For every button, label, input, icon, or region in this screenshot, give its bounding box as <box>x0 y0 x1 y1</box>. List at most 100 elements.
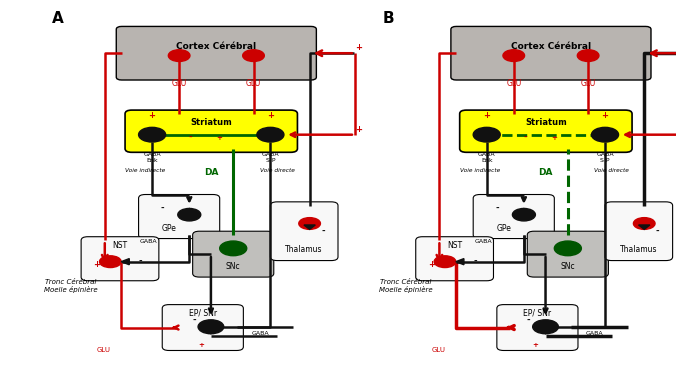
Text: -: - <box>160 204 164 213</box>
FancyBboxPatch shape <box>116 26 316 80</box>
Circle shape <box>168 50 190 62</box>
Text: Thalamus: Thalamus <box>285 245 323 254</box>
Text: Striatum: Striatum <box>191 118 232 127</box>
Circle shape <box>198 320 224 334</box>
Text: +: + <box>216 135 222 141</box>
Text: Striatum: Striatum <box>525 118 566 127</box>
Circle shape <box>554 241 581 256</box>
Polygon shape <box>639 225 650 229</box>
Text: NST: NST <box>447 241 462 250</box>
Text: DA: DA <box>539 168 553 177</box>
Text: SNc: SNc <box>560 262 575 271</box>
Text: GLU: GLU <box>246 79 261 88</box>
Text: Thalamus: Thalamus <box>620 245 658 254</box>
Text: +: + <box>355 43 362 52</box>
Circle shape <box>473 127 500 142</box>
Text: Tronc Cérébral
Moelle épinière: Tronc Cérébral Moelle épinière <box>379 279 433 293</box>
Text: Voie directe: Voie directe <box>594 168 629 173</box>
Text: GABA
S P: GABA S P <box>596 152 614 163</box>
Text: -: - <box>321 227 325 236</box>
Text: GLU: GLU <box>431 348 445 353</box>
Text: Tronc Cérébral
Moelle épinière: Tronc Cérébral Moelle épinière <box>44 279 98 293</box>
Text: GLU: GLU <box>581 79 596 88</box>
Circle shape <box>577 50 599 62</box>
FancyBboxPatch shape <box>81 237 159 281</box>
Text: A: A <box>51 11 64 26</box>
Text: GABA
Enk: GABA Enk <box>143 152 161 163</box>
Circle shape <box>592 127 619 142</box>
Text: +: + <box>602 111 608 120</box>
Text: Cortex Cérébral: Cortex Cérébral <box>176 41 256 51</box>
Text: GLU: GLU <box>506 79 521 88</box>
Text: GABA
S P: GABA S P <box>262 152 279 163</box>
FancyBboxPatch shape <box>605 202 673 261</box>
Polygon shape <box>206 329 216 334</box>
Text: GPe: GPe <box>496 224 511 233</box>
Text: GABA: GABA <box>251 331 269 336</box>
Text: Voie directe: Voie directe <box>260 168 295 173</box>
Text: +: + <box>267 111 274 120</box>
Circle shape <box>633 218 655 229</box>
FancyBboxPatch shape <box>193 231 274 277</box>
Text: NST: NST <box>112 241 128 250</box>
Text: +: + <box>355 125 362 134</box>
Circle shape <box>220 241 247 256</box>
FancyBboxPatch shape <box>460 110 632 152</box>
FancyBboxPatch shape <box>139 195 220 239</box>
Circle shape <box>512 208 535 221</box>
FancyBboxPatch shape <box>125 110 297 152</box>
FancyBboxPatch shape <box>497 305 578 350</box>
Text: +: + <box>149 111 155 120</box>
Circle shape <box>533 320 558 334</box>
FancyBboxPatch shape <box>162 305 243 350</box>
Text: Voie indirecte: Voie indirecte <box>125 168 166 173</box>
Polygon shape <box>456 259 464 265</box>
Text: SNc: SNc <box>226 262 241 271</box>
Text: EP/ SNr: EP/ SNr <box>523 309 552 318</box>
Circle shape <box>243 50 264 62</box>
Text: B: B <box>383 11 395 26</box>
Text: -: - <box>192 316 196 325</box>
Text: GABA: GABA <box>475 239 492 244</box>
Text: +: + <box>428 260 435 269</box>
Circle shape <box>503 50 525 62</box>
Text: EP/ SNr: EP/ SNr <box>189 309 217 318</box>
Text: -: - <box>473 257 477 266</box>
Text: -: - <box>139 257 143 266</box>
Text: Voie indirecte: Voie indirecte <box>460 168 500 173</box>
Text: GLU: GLU <box>172 79 187 88</box>
FancyBboxPatch shape <box>527 231 608 277</box>
Polygon shape <box>304 225 315 229</box>
Text: +: + <box>533 342 538 348</box>
Text: -: - <box>656 227 660 236</box>
Circle shape <box>434 256 456 268</box>
Polygon shape <box>121 259 129 265</box>
Text: Cortex Cérébral: Cortex Cérébral <box>511 41 591 51</box>
FancyBboxPatch shape <box>473 195 554 239</box>
Text: +: + <box>198 342 203 348</box>
Text: DA: DA <box>204 168 218 177</box>
Circle shape <box>178 208 201 221</box>
FancyBboxPatch shape <box>451 26 651 80</box>
Text: +: + <box>483 111 490 120</box>
Text: +: + <box>551 135 557 141</box>
Text: GLU: GLU <box>97 348 111 353</box>
Text: -: - <box>495 204 499 213</box>
Text: GABA
Enk: GABA Enk <box>478 152 496 163</box>
FancyBboxPatch shape <box>270 202 338 261</box>
Text: GABA: GABA <box>140 239 158 244</box>
Text: -: - <box>189 133 193 142</box>
Text: GPe: GPe <box>162 224 176 233</box>
Polygon shape <box>518 208 529 213</box>
Circle shape <box>257 127 284 142</box>
Polygon shape <box>540 329 551 334</box>
Text: +: + <box>93 260 100 269</box>
Text: -: - <box>523 133 527 142</box>
Circle shape <box>299 218 320 229</box>
Circle shape <box>99 256 121 268</box>
FancyBboxPatch shape <box>416 237 493 281</box>
Text: -: - <box>527 316 531 325</box>
Text: GABA: GABA <box>586 331 604 336</box>
Polygon shape <box>184 208 195 213</box>
Circle shape <box>139 127 166 142</box>
